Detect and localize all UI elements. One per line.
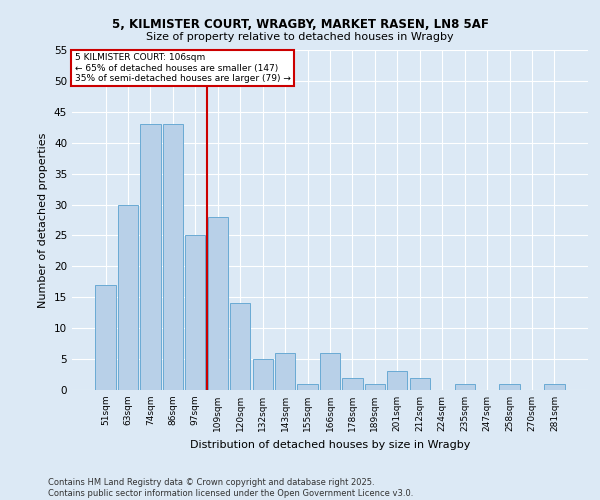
Bar [387,372,407,390]
Bar [95,285,116,390]
Y-axis label: Number of detached properties: Number of detached properties [38,132,49,308]
Bar [298,384,317,390]
Bar [208,217,228,390]
Bar [320,353,340,390]
Bar [365,384,385,390]
Bar [140,124,161,390]
Bar [499,384,520,390]
Text: Contains HM Land Registry data © Crown copyright and database right 2025.
Contai: Contains HM Land Registry data © Crown c… [48,478,413,498]
Bar [185,236,205,390]
Bar [230,304,250,390]
Bar [455,384,475,390]
Bar [343,378,362,390]
Bar [275,353,295,390]
Text: 5 KILMISTER COURT: 106sqm
← 65% of detached houses are smaller (147)
35% of semi: 5 KILMISTER COURT: 106sqm ← 65% of detac… [74,54,290,83]
X-axis label: Distribution of detached houses by size in Wragby: Distribution of detached houses by size … [190,440,470,450]
Text: 5, KILMISTER COURT, WRAGBY, MARKET RASEN, LN8 5AF: 5, KILMISTER COURT, WRAGBY, MARKET RASEN… [112,18,488,30]
Bar [118,204,138,390]
Text: Size of property relative to detached houses in Wragby: Size of property relative to detached ho… [146,32,454,42]
Bar [544,384,565,390]
Bar [163,124,183,390]
Bar [253,359,273,390]
Bar [410,378,430,390]
